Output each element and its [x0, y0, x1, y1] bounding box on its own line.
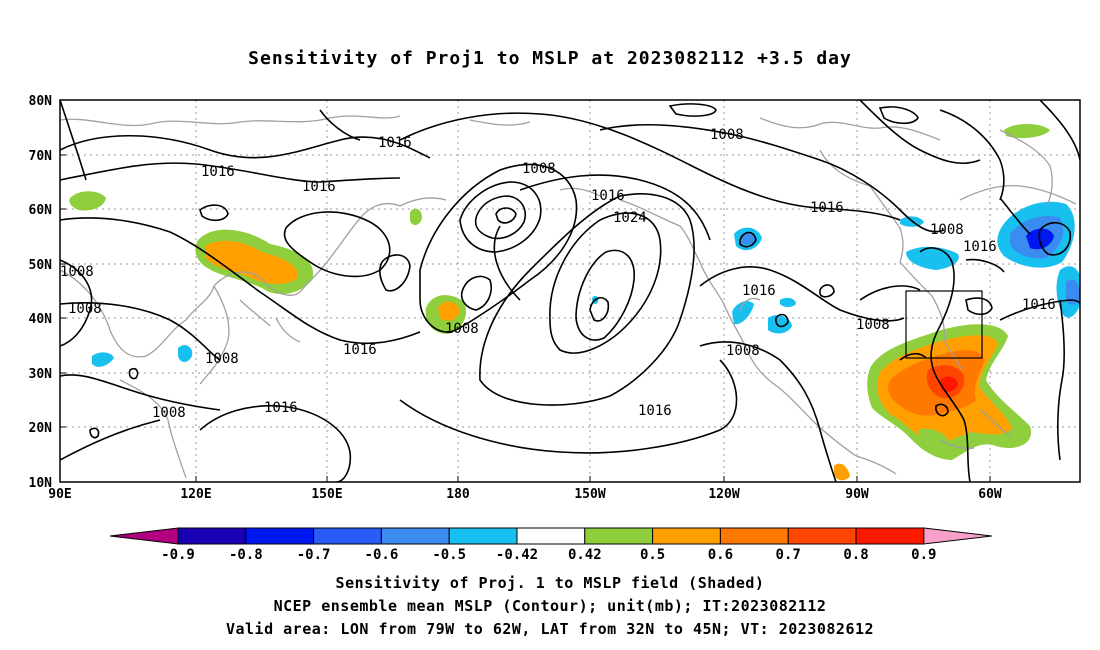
colorbar-swatch [177, 527, 247, 545]
lon-label: 60W [978, 487, 1002, 502]
contour-label: 1016 [264, 400, 298, 416]
colorbar-label: 0.5 [640, 547, 665, 563]
colorbar-label: -0.9 [161, 547, 195, 563]
colorbar-label: -0.42 [496, 547, 538, 563]
colorbar-high-triangle [923, 527, 992, 545]
lon-label: 150W [574, 487, 605, 502]
colorbar: -0.9 -0.8 -0.7 -0.6 -0.5 -0.42 0.42 0.5 0.6 0.7 0.… [109, 527, 992, 563]
lat-label: 80N [29, 94, 53, 109]
colorbar-swatch [584, 527, 654, 545]
positive-sensitivity-peak [940, 376, 958, 392]
lat-label: 40N [29, 312, 53, 327]
axis-ticks [60, 154, 991, 482]
contour-label: 1008 [522, 161, 556, 177]
contour-label: 1016 [742, 283, 776, 299]
positive-sensitivity-core [438, 301, 460, 321]
contour-label: 1016 [201, 164, 235, 180]
contour-label: 1024 [613, 210, 647, 226]
lat-label: 20N [29, 421, 53, 436]
colorbar-label: 0.7 [776, 547, 801, 563]
colorbar-label: -0.5 [432, 547, 466, 563]
map-frame [59, 99, 1081, 483]
lat-label: 10N [29, 476, 53, 491]
positive-sensitivity-area [834, 463, 850, 481]
positive-sensitivity-core [205, 240, 299, 284]
contour-label: 1016 [963, 239, 997, 255]
caption-line-2: NCEP ensemble mean MSLP (Contour); unit(… [273, 597, 827, 615]
contour-label: 1008 [445, 321, 479, 337]
contour-label: 1008 [152, 405, 186, 421]
contour-label: 1008 [856, 317, 890, 333]
coastlines [60, 115, 1077, 479]
lat-label: 70N [29, 149, 53, 164]
colorbar-swatch [652, 527, 721, 545]
negative-sensitivity-area [768, 315, 792, 334]
contour-label: 1016 [378, 135, 412, 151]
colorbar-label: 0.42 [568, 547, 602, 563]
lat-label: 30N [29, 367, 53, 382]
latitude-labels: 80N 70N 60N 50N 40N 30N 20N 10N [29, 94, 53, 491]
lon-label: 150E [311, 487, 342, 502]
contour-label: 1008 [930, 222, 964, 238]
contour-label: 1008 [726, 343, 760, 359]
colorbar-low-triangle [109, 527, 179, 545]
positive-sensitivity-area [1004, 124, 1050, 138]
colorbar-label: -0.8 [229, 547, 263, 563]
contour-label: 1008 [205, 351, 239, 367]
lon-label: 120W [708, 487, 739, 502]
figure-title: Sensitivity of Proj1 to MSLP at 20230821… [248, 48, 852, 69]
lat-label: 60N [29, 203, 53, 218]
colorbar-swatch [313, 527, 382, 545]
contour-label: 1008 [710, 127, 744, 143]
contour-label: 1016 [302, 179, 336, 195]
valid-area-box [905, 290, 983, 359]
colorbar-swatch [719, 527, 789, 545]
colorbar-label: 0.8 [843, 547, 868, 563]
colorbar-swatch [787, 527, 857, 545]
contour-label: 1016 [1022, 297, 1056, 313]
lat-label: 50N [29, 258, 53, 273]
contour-label: 1016 [591, 188, 625, 204]
colorbar-swatch [245, 527, 315, 545]
negative-sensitivity-area [92, 352, 114, 367]
negative-sensitivity-area [780, 297, 796, 307]
colorbar-label: 0.9 [911, 547, 936, 563]
lon-label: 120E [180, 487, 211, 502]
negative-sensitivity-area [178, 345, 193, 362]
colorbar-label: 0.6 [708, 547, 733, 563]
contour-label: 1016 [638, 403, 672, 419]
caption-line-1: Sensitivity of Proj. 1 to MSLP field (Sh… [335, 574, 765, 592]
contour-label: 1008 [68, 301, 102, 317]
positive-sensitivity-area [69, 191, 106, 211]
colorbar-swatch [448, 527, 518, 545]
contour-label: 1008 [60, 264, 94, 280]
mslp-contours [60, 100, 1080, 482]
contour-label: 1016 [810, 200, 844, 216]
contour-labels: 1016 1016 1016 1008 1008 1016 1024 1016 … [60, 127, 1056, 421]
longitude-labels: 90E 120E 150E 180 150W 120W 90W 60W [48, 487, 1002, 502]
caption-line-3: Valid area: LON from 79W to 62W, LAT fro… [225, 620, 875, 638]
colorbar-swatch [516, 527, 586, 545]
lon-label: 90E [48, 487, 71, 502]
colorbar-swatch [380, 527, 450, 545]
negative-sensitivity-core [740, 232, 756, 245]
colorbar-label: -0.7 [297, 547, 331, 563]
colorbar-swatch [855, 527, 925, 545]
positive-sensitivity-area [918, 428, 950, 450]
lon-label: 90W [845, 487, 869, 502]
negative-sensitivity-core [1066, 279, 1080, 305]
positive-sensitivity-area [410, 208, 422, 226]
contour-label: 1016 [343, 342, 377, 358]
colorbar-label: -0.6 [365, 547, 399, 563]
negative-sensitivity-area [732, 301, 754, 325]
lon-label: 180 [446, 487, 470, 502]
